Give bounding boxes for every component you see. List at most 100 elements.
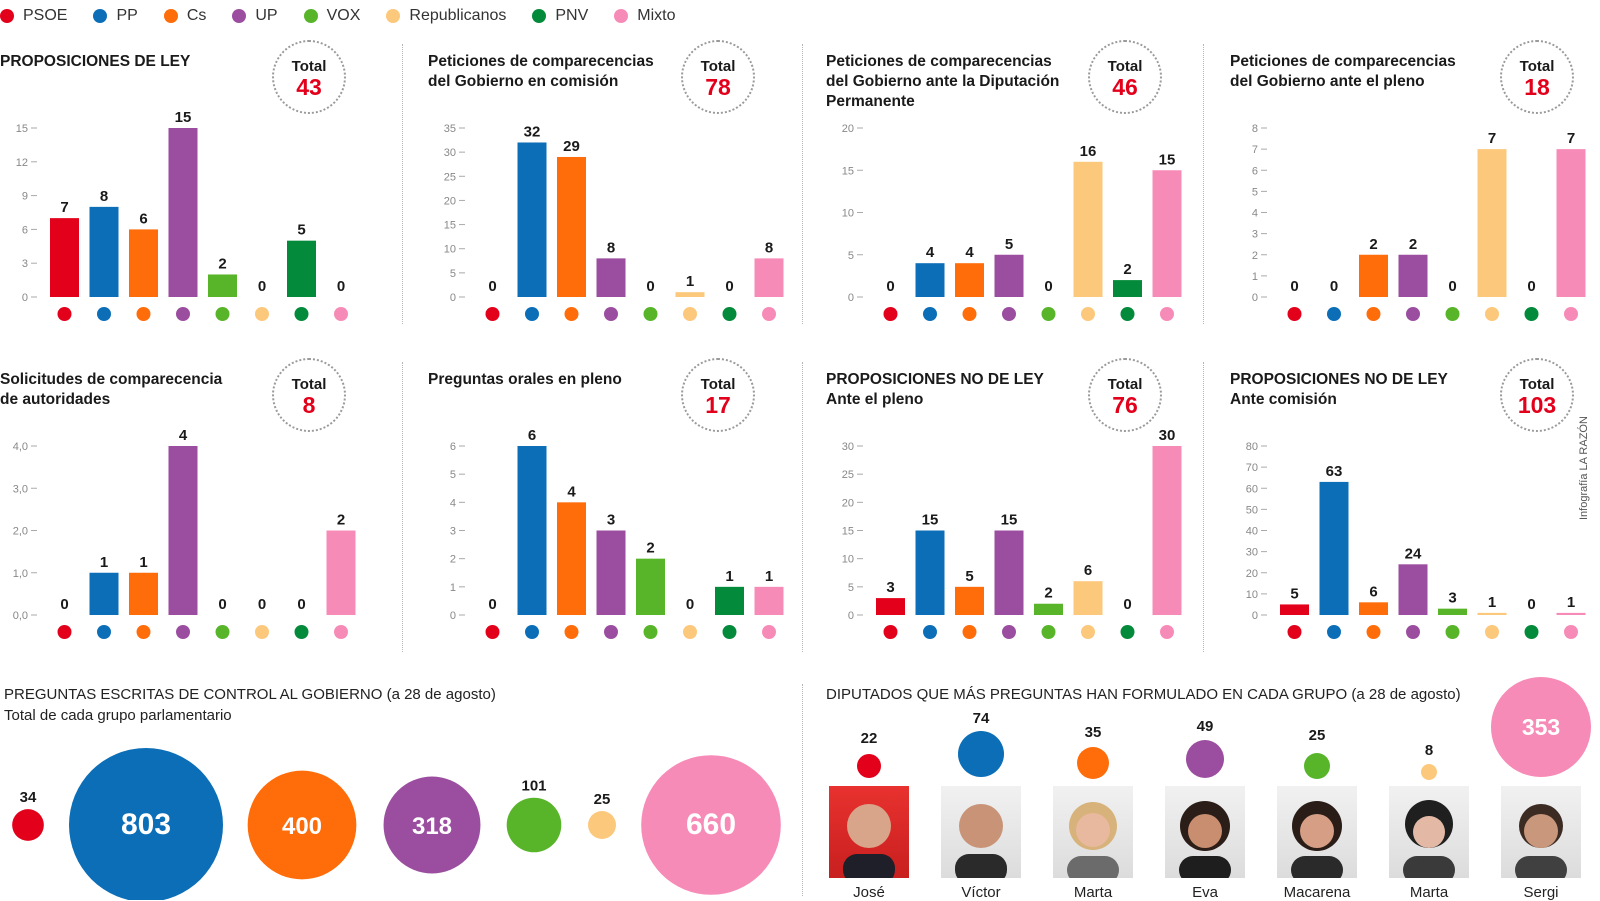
party-dot-icon bbox=[722, 625, 737, 639]
deputy-count: 49 bbox=[1196, 718, 1214, 735]
party-dot-icon bbox=[1524, 625, 1539, 639]
y-tick-label: 0 bbox=[450, 610, 456, 622]
person-icon bbox=[1515, 804, 1567, 878]
party-dot-icon bbox=[564, 625, 579, 639]
y-tick-label: 0 bbox=[22, 292, 28, 304]
deputy-count: 8 bbox=[1424, 742, 1434, 759]
party-dot-icon bbox=[1564, 625, 1578, 639]
y-tick-label: 5 bbox=[450, 469, 456, 481]
y-tick-label: 20 bbox=[444, 195, 456, 207]
y-tick-label: 35 bbox=[444, 123, 456, 135]
party-dot-icon bbox=[525, 625, 539, 639]
bar-value-label: 4 bbox=[926, 244, 935, 261]
bar-value-label: 5 bbox=[297, 222, 305, 239]
panel-proposiciones-de-ley: 0 3 6 9 12 15 7 8 6 15 2 0 5 0 PROPOSICIONES DE LEY T… bbox=[0, 40, 400, 360]
y-tick-label: 4 bbox=[1252, 208, 1258, 220]
y-tick-label: 80 bbox=[1246, 441, 1258, 453]
bar-value-label: 8 bbox=[765, 239, 773, 256]
total-badge: Total 43 bbox=[272, 40, 346, 114]
section-title-note: (a 28 de agosto) bbox=[386, 686, 496, 703]
party-dot-icon bbox=[683, 307, 697, 321]
bar-up bbox=[994, 530, 1024, 615]
bar-cs bbox=[557, 502, 586, 615]
divider bbox=[402, 44, 403, 324]
written-questions-title: PREGUNTAS ESCRITAS DE CONTROL AL GOBIERN… bbox=[4, 685, 496, 705]
deputy-card: 35 Marta bbox=[1050, 700, 1136, 901]
bar-value-label: 1 bbox=[686, 273, 694, 290]
bar-up bbox=[1398, 564, 1428, 615]
legend-item-pnv: PNV bbox=[532, 7, 588, 25]
bar-value-label: 15 bbox=[175, 109, 192, 126]
party-dot-icon bbox=[643, 625, 658, 639]
deputy-count: 35 bbox=[1084, 724, 1102, 741]
deputy-card: 49 Eva bbox=[1162, 700, 1248, 901]
bubble-value-label: 34 bbox=[20, 789, 37, 806]
bar-psoe bbox=[1280, 604, 1309, 615]
credit: Infografía LA RAZÓN bbox=[1578, 416, 1590, 520]
vox-dot-icon bbox=[303, 9, 318, 23]
total-label: Total bbox=[1107, 58, 1143, 75]
bubble-vox bbox=[506, 797, 562, 853]
party-dot-icon bbox=[255, 307, 269, 321]
party-dot-icon bbox=[962, 307, 977, 321]
pp-dot-icon bbox=[93, 9, 108, 23]
y-tick-label: 4 bbox=[450, 497, 456, 509]
bar-value-label: 2 bbox=[1044, 585, 1052, 602]
panel-comparecencias-pleno: 0 1 2 3 4 5 6 7 8 0 0 2 2 0 7 0 7 Peticiones de comparec… bbox=[1230, 40, 1600, 360]
party-dot-icon bbox=[97, 307, 111, 321]
bar-value-label: 30 bbox=[1159, 427, 1176, 444]
panel-comparecencias-diputacion: 0 5 10 15 20 0 4 4 5 0 16 2 15 Peticiones de compare… bbox=[826, 40, 1226, 360]
bar-value-label: 2 bbox=[218, 255, 226, 272]
bar-cs bbox=[1359, 602, 1388, 615]
y-tick-label: 60 bbox=[1246, 483, 1258, 495]
legend: PSOE PP Cs UP VOX Republicanos PNV Mixto bbox=[0, 4, 702, 28]
bar-value-label: 0 bbox=[60, 596, 68, 613]
y-tick-label: 20 bbox=[842, 497, 854, 509]
total-value: 8 bbox=[302, 392, 316, 418]
divider bbox=[802, 684, 803, 896]
legend-item-pp: PP bbox=[93, 7, 138, 25]
psoe-dot-icon bbox=[0, 9, 14, 23]
bar-pp bbox=[517, 446, 547, 615]
deputy-card: 74 Víctor bbox=[938, 700, 1024, 901]
bar-value-label: 5 bbox=[1005, 236, 1013, 253]
panel-pnl-comision: 0 10 20 30 40 50 60 70 80 5 63 6 24 3 1 0 1 PROPOSICIONE… bbox=[1230, 358, 1600, 678]
y-tick-label: 7 bbox=[1252, 144, 1258, 156]
bubble-pp bbox=[69, 748, 223, 900]
legend-label: Cs bbox=[186, 7, 207, 24]
deputy-count: 74 bbox=[972, 710, 990, 727]
chart-comparecencias-pleno: 0 1 2 3 4 5 6 7 8 0 0 2 2 0 7 0 7 bbox=[1252, 123, 1586, 321]
panel-title: Peticiones de comparecencias del Gobiern… bbox=[826, 53, 1060, 110]
y-tick-label: 3 bbox=[450, 526, 456, 538]
bar-value-label: 0 bbox=[297, 596, 305, 613]
party-dot-icon bbox=[176, 625, 190, 639]
party-dot-icon bbox=[1564, 307, 1578, 321]
bar-republicanos bbox=[675, 292, 705, 297]
party-dot-icon bbox=[1120, 307, 1135, 321]
bar-value-label: 0 bbox=[488, 596, 496, 613]
bar-pp bbox=[1319, 481, 1349, 615]
bar-pp bbox=[915, 530, 945, 615]
bar-value-label: 6 bbox=[1084, 562, 1092, 579]
bar-value-label: 32 bbox=[524, 123, 541, 140]
deputy-card: 8 Marta bbox=[1386, 700, 1472, 901]
party-dot-icon bbox=[683, 625, 697, 639]
party-dot-icon bbox=[1421, 764, 1437, 780]
y-tick-label: 30 bbox=[1246, 547, 1258, 559]
total-value: 46 bbox=[1112, 74, 1138, 100]
deputy-name: José bbox=[853, 884, 885, 901]
deputy-bubble-mixto: 353 bbox=[1491, 677, 1591, 777]
y-tick-label: 40 bbox=[1246, 526, 1258, 538]
party-dot-icon bbox=[1041, 625, 1056, 639]
total-value: 18 bbox=[1524, 74, 1550, 100]
party-dot-icon bbox=[1445, 625, 1460, 639]
deputy-name: Víctor bbox=[961, 884, 1001, 901]
bubble-republicanos bbox=[588, 811, 616, 839]
total-badge: Total 17 bbox=[681, 358, 755, 432]
party-dot-icon bbox=[1304, 753, 1330, 779]
deputy-photo bbox=[829, 786, 909, 878]
party-dot-icon bbox=[485, 307, 500, 321]
bar-mixto bbox=[326, 530, 356, 615]
